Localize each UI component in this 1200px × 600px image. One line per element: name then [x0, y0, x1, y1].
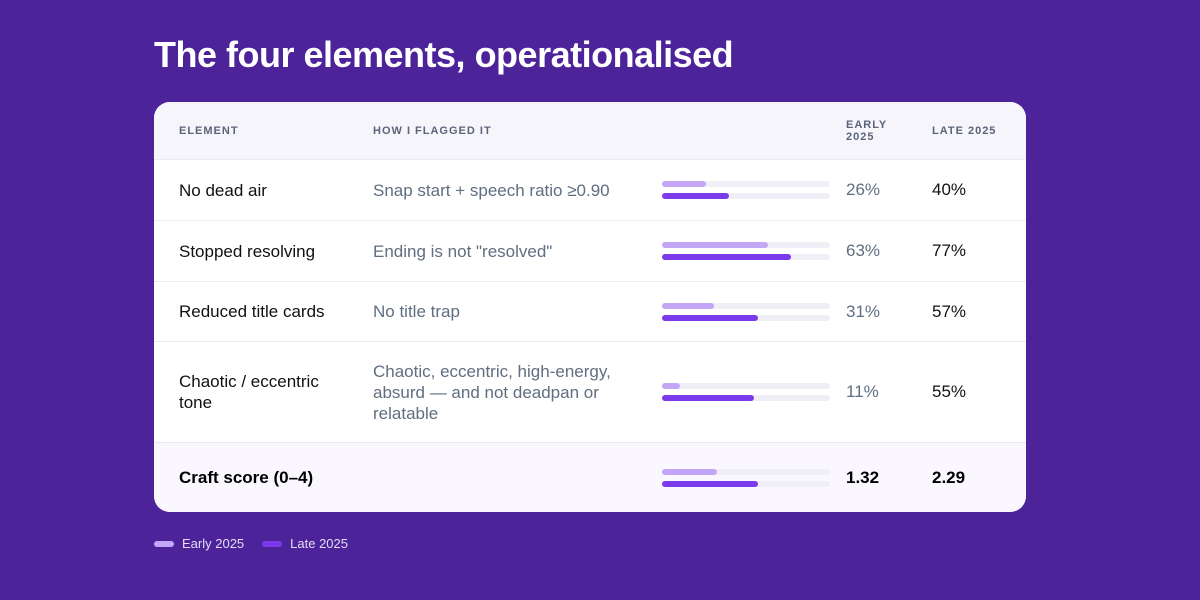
- bar: [662, 254, 792, 260]
- bar-track: [662, 383, 830, 389]
- table-row: No dead air Snap start + speech ratio ≥0.…: [154, 160, 1026, 221]
- early-value: 1.32: [846, 467, 880, 487]
- legend-swatch: [154, 540, 174, 547]
- bar-pair: [662, 181, 830, 199]
- column-header: HOW I FLAGGED IT: [373, 124, 492, 137]
- table-card: ELEMENT HOW I FLAGGED IT EARLY 2025 LATE…: [154, 102, 1026, 512]
- bar: [662, 314, 758, 321]
- bar-track: [662, 302, 830, 309]
- legend-swatch: [262, 540, 283, 547]
- element-cell: No dead air: [179, 180, 267, 200]
- bar-track: [662, 314, 830, 321]
- bar-track: [662, 468, 830, 475]
- bar: [662, 181, 706, 187]
- total-label: Craft score (0–4): [179, 467, 314, 487]
- method-cell: Snap start + speech ratio ≥0.90: [373, 180, 610, 200]
- element-cell: Chaotic / eccentric tone: [179, 372, 319, 412]
- bar: [662, 383, 681, 389]
- late-value: 2.29: [932, 467, 966, 487]
- bar-track: [662, 480, 830, 487]
- bar-pair: [662, 242, 830, 260]
- title: The four elements, operationalised: [154, 34, 734, 75]
- element-cell: Reduced title cards: [179, 302, 325, 321]
- column-header: ELEMENT: [179, 124, 239, 137]
- legend-label: Late 2025: [290, 536, 348, 551]
- bar-pair: [662, 468, 830, 487]
- element-cell: Stopped resolving: [179, 241, 316, 261]
- legend-item: Early 2025: [154, 536, 244, 551]
- bar-pair: [662, 383, 830, 401]
- early-value: 63%: [846, 241, 881, 260]
- method-cell: Ending is not "resolved": [373, 241, 553, 261]
- legend-item: Late 2025: [262, 536, 348, 551]
- bar: [662, 302, 715, 309]
- table-row: Stopped resolving Ending is not "resolved…: [154, 221, 1026, 282]
- bar-track: [662, 254, 830, 260]
- table-row: Reduced title cards No title trap 31% 57%: [154, 282, 1026, 342]
- bar-track: [662, 181, 830, 187]
- bar-track: [662, 193, 830, 199]
- late-value: 55%: [932, 382, 967, 401]
- late-value: 77%: [932, 241, 967, 260]
- bar: [662, 468, 718, 475]
- early-value: 26%: [846, 180, 881, 199]
- bar-pair: [662, 302, 830, 321]
- late-value: 40%: [932, 180, 967, 199]
- method-cell: Chaotic, eccentric, high-energy, absurd …: [373, 361, 611, 423]
- legend: Early 2025 Late 2025: [154, 536, 348, 551]
- table-row: Chaotic / eccentric tone Chaotic, eccentr…: [154, 342, 1026, 443]
- bar: [662, 193, 730, 199]
- total-row: Craft score (0–4) 1.32 2.29: [154, 443, 1026, 512]
- legend-label: Early 2025: [182, 536, 245, 551]
- late-value: 57%: [932, 301, 967, 321]
- bar-track: [662, 242, 830, 248]
- header-row: ELEMENT HOW I FLAGGED IT EARLY 2025 LATE…: [154, 102, 1026, 160]
- bar: [662, 395, 755, 401]
- early-value: 31%: [846, 301, 881, 321]
- bar-track: [662, 395, 830, 401]
- early-value: 11%: [846, 382, 879, 401]
- column-header: LATE 2025: [932, 124, 997, 137]
- bar: [662, 480, 759, 487]
- column-header: EARLY 2025: [846, 118, 888, 143]
- method-cell: No title trap: [373, 302, 460, 321]
- bar: [662, 242, 768, 248]
